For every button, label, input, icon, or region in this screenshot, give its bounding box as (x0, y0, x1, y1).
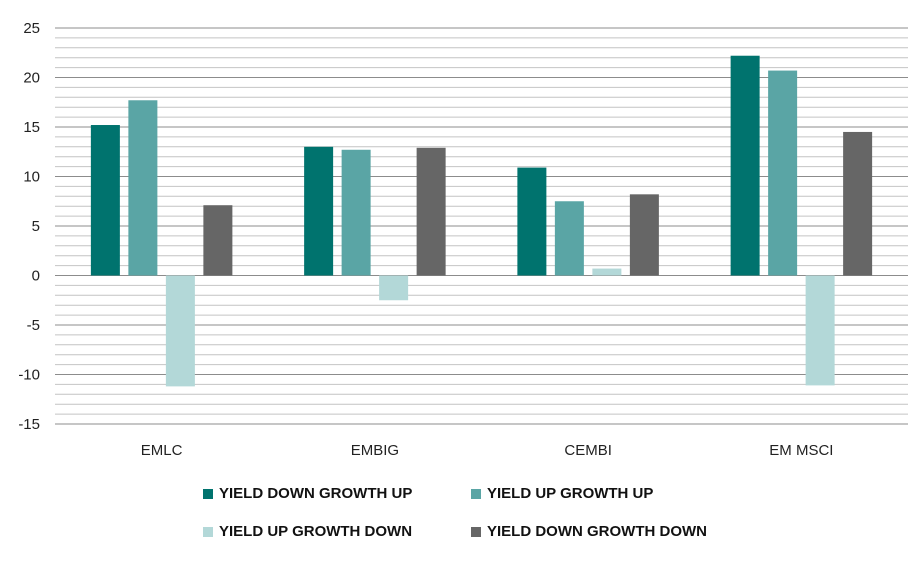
y-tick-label: 25 (23, 20, 40, 37)
legend-item-yield-up-growth-down: YIELD UP GROWTH DOWN (203, 523, 412, 540)
x-axis: EMLC EMBIG CEMBI EM MSCI (141, 442, 834, 459)
x-tick-label: EM MSCI (769, 442, 833, 459)
bar (128, 100, 158, 276)
bar (517, 167, 547, 276)
y-axis: 25 20 15 10 5 0 -5 -10 -15 (18, 20, 40, 433)
y-tick-label: 15 (23, 119, 40, 136)
legend-swatch (203, 488, 213, 499)
legend-item-yield-down-growth-down: YIELD DOWN GROWTH DOWN (471, 523, 707, 540)
bar (843, 131, 873, 276)
x-tick-label: EMLC (141, 442, 183, 459)
bar (629, 194, 659, 276)
bar (341, 149, 371, 276)
y-tick-label: 20 (23, 70, 40, 87)
legend-swatch (471, 488, 481, 499)
bars (90, 55, 873, 387)
legend-swatch (471, 526, 481, 537)
bar (730, 55, 760, 276)
bar (165, 275, 195, 387)
y-tick-label: 0 (32, 268, 40, 285)
bar-chart: 25 20 15 10 5 0 -5 -10 -15 EMLC EMBIG CEMBI EM MSCI (18, 20, 908, 459)
bar (379, 275, 409, 301)
y-tick-label: 5 (32, 218, 40, 235)
bar (768, 70, 798, 276)
x-tick-label: CEMBI (564, 442, 612, 459)
bar (554, 201, 584, 276)
bar (805, 275, 835, 386)
legend-label: YIELD UP GROWTH UP (487, 485, 654, 502)
y-tick-label: -10 (18, 367, 40, 384)
bar (416, 147, 446, 276)
legend-item-yield-up-growth-up: YIELD UP GROWTH UP (471, 485, 653, 502)
gridlines (55, 27, 908, 425)
bar (203, 205, 233, 276)
legend-swatch (203, 526, 213, 537)
bar (592, 268, 622, 276)
y-tick-label: -15 (18, 416, 40, 433)
y-tick-label: -5 (27, 317, 40, 334)
bar (90, 125, 120, 276)
legend-label: YIELD DOWN GROWTH UP (219, 485, 413, 502)
y-tick-label: 10 (23, 169, 40, 186)
legend-item-yield-down-growth-up: YIELD DOWN GROWTH UP (203, 485, 412, 502)
legend-label: YIELD DOWN GROWTH DOWN (487, 523, 707, 540)
bar (304, 146, 334, 276)
legend-label: YIELD UP GROWTH DOWN (219, 523, 413, 540)
x-tick-label: EMBIG (351, 442, 399, 459)
